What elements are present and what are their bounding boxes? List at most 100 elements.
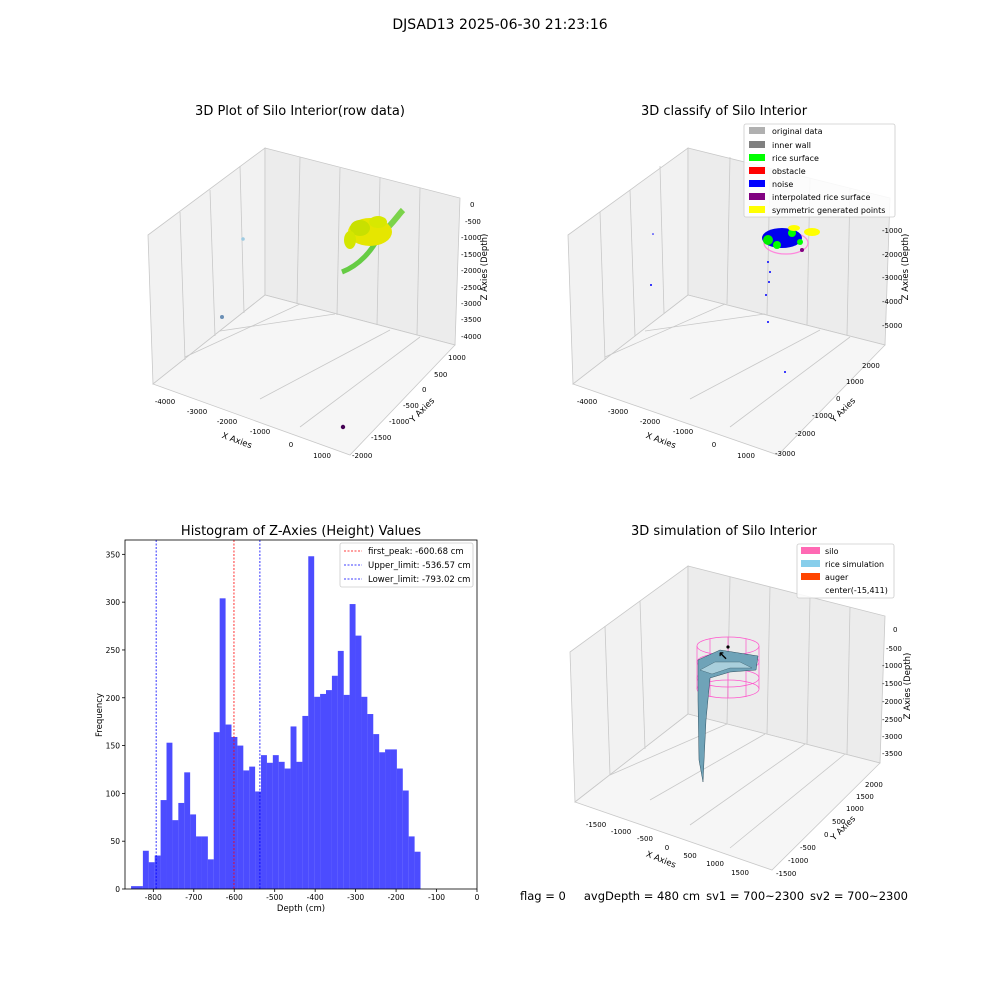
classify-x-tick: -2000 xyxy=(640,418,660,426)
histogram-bar xyxy=(284,768,291,889)
raw-z-tick: -4000 xyxy=(461,333,481,341)
raw-z-tick: -1500 xyxy=(461,251,481,259)
raw-y-ticks: 1000 500 0 -500 -1000 -1500 -2000 xyxy=(352,354,466,460)
histogram-x-tick-label: -800 xyxy=(145,893,162,902)
histogram-x-tick-label: -600 xyxy=(226,893,243,902)
raw-x-tick: 0 xyxy=(289,441,293,449)
histogram-x-label: Depth (cm) xyxy=(277,904,325,914)
simulation-x-tick: -500 xyxy=(637,835,653,843)
raw-x-ticks: -4000 -3000 -2000 -1000 0 1000 xyxy=(155,398,331,460)
histogram-bar xyxy=(196,836,202,889)
legend-label: auger xyxy=(825,573,849,582)
classify-y-tick: -1000 xyxy=(812,412,832,420)
histogram-bar xyxy=(272,755,279,889)
simulation-x-tick: -1000 xyxy=(611,828,631,836)
histogram-bar xyxy=(314,696,321,889)
raw-x-tick: -2000 xyxy=(217,418,237,426)
simulation-x-tick: -1500 xyxy=(586,821,606,829)
simulation-z-tick: -2000 xyxy=(882,698,902,706)
raw-3d-box xyxy=(147,147,461,456)
classify-point-cloud xyxy=(650,225,820,373)
flag-text: flag = 0 xyxy=(520,889,566,903)
simulation-3d-plot: ↖ -1500 -1000 -500 0 500 1000 1500 X Axi… xyxy=(569,543,913,878)
histogram-bar xyxy=(184,772,191,889)
simulation-y-tick: -1000 xyxy=(788,857,808,865)
classify-z-tick: -3000 xyxy=(882,274,902,282)
raw-z-tick: -500 xyxy=(465,218,481,226)
histogram-y-tick-label: 300 xyxy=(106,598,121,607)
histogram-bar xyxy=(278,761,285,889)
raw-z-tick: -3500 xyxy=(461,316,481,324)
simulation-legend: silo rice simulation auger center(-15,41… xyxy=(796,543,895,599)
classify-y-tick: -2000 xyxy=(795,430,815,438)
simulation-z-tick: -1000 xyxy=(882,662,902,670)
histogram-bar xyxy=(213,732,220,889)
simulation-x-tick: 1500 xyxy=(731,869,749,877)
legend-label: silo xyxy=(825,547,839,556)
raw-outlier-point xyxy=(241,237,245,241)
raw-z-ticks: 0 -500 -1000 -1500 -2000 -2500 -3000 -35… xyxy=(461,201,481,341)
histogram-bar xyxy=(160,800,167,889)
simulation-y-tick: 500 xyxy=(832,818,845,826)
sv1-text: sv1 = 700~2300 xyxy=(706,889,805,903)
histogram-bar xyxy=(390,749,397,889)
raw-x-label: X Axies xyxy=(220,431,253,451)
histogram-bar xyxy=(290,726,297,889)
legend-swatch xyxy=(749,206,765,213)
histogram-x-tick-label: -300 xyxy=(347,893,364,902)
status-footer: flag = 0 avgDepth = 480 cm sv1 = 700~2300 s… xyxy=(520,889,914,903)
legend-label: obstacle xyxy=(772,167,806,176)
raw-3d-plot: -4000 -3000 -2000 -1000 0 1000 X Axies 1… xyxy=(147,147,490,460)
raw-y-tick: -1500 xyxy=(371,434,391,442)
histogram-bar xyxy=(231,736,238,889)
histogram-bar xyxy=(178,802,185,889)
histogram-bar xyxy=(201,836,208,889)
center-marker xyxy=(726,645,730,649)
raw-x-tick: -1000 xyxy=(250,428,270,436)
histogram-bar xyxy=(225,724,232,889)
histogram-y-tick-label: 0 xyxy=(115,885,120,894)
legend-label: center(-15,411) xyxy=(825,586,888,595)
histogram-bar xyxy=(172,820,179,889)
histogram-x-tick-label: -700 xyxy=(185,893,202,902)
raw-y-tick: -2000 xyxy=(352,452,372,460)
histogram-bar xyxy=(142,850,149,889)
legend-swatch xyxy=(749,141,765,148)
histogram-bar xyxy=(302,715,309,889)
raw-z-tick: 0 xyxy=(470,201,474,209)
histogram-bar xyxy=(154,855,161,889)
simulation-plot-title: 3D simulation of Silo Interior xyxy=(631,524,817,539)
raw-x-tick: -3000 xyxy=(187,408,207,416)
classify-x-tick: -3000 xyxy=(608,408,628,416)
classify-z-tick: -5000 xyxy=(882,322,902,330)
histogram-y-tick-label: 100 xyxy=(106,789,121,798)
histogram-title: Histogram of Z-Axies (Height) Values xyxy=(180,524,422,539)
histogram-bar xyxy=(385,749,391,889)
classify-z-ticks: -1000 -2000 -3000 -4000 -5000 xyxy=(882,227,902,330)
histogram-x-tick-label: -100 xyxy=(428,893,445,902)
legend-label: noise xyxy=(772,180,793,189)
histogram-bar xyxy=(355,635,362,889)
raw-y-tick: -1000 xyxy=(389,418,409,426)
histogram-bar xyxy=(402,790,409,889)
histogram-y-tick-label: 50 xyxy=(110,837,120,846)
histogram-bar xyxy=(396,768,403,889)
raw-y-tick: 0 xyxy=(422,386,426,394)
classify-z-tick: -2000 xyxy=(882,251,902,259)
classify-y-tick: 2000 xyxy=(862,362,880,370)
histogram-bar xyxy=(326,690,332,889)
legend-swatch xyxy=(749,167,765,174)
histogram-bar xyxy=(408,836,415,889)
legend-label: first_peak: -600.68 cm xyxy=(368,547,464,557)
histogram-bar xyxy=(219,598,226,889)
histogram-x-tick-label: -200 xyxy=(388,893,405,902)
legend-label: inner wall xyxy=(772,141,811,150)
histogram-bar xyxy=(166,742,173,889)
raw-z-label: Z Axies (Depth) xyxy=(480,234,490,301)
classify-rice-surface xyxy=(763,235,773,245)
auger-arrow-icon: ↖ xyxy=(718,649,728,663)
simulation-y-tick: 1500 xyxy=(856,793,874,801)
classify-y-ticks: 2000 1000 0 -1000 -2000 -3000 xyxy=(775,362,880,458)
legend-label: Upper_limit: -536.57 cm xyxy=(368,561,471,571)
classify-symmetric-points xyxy=(804,228,820,236)
